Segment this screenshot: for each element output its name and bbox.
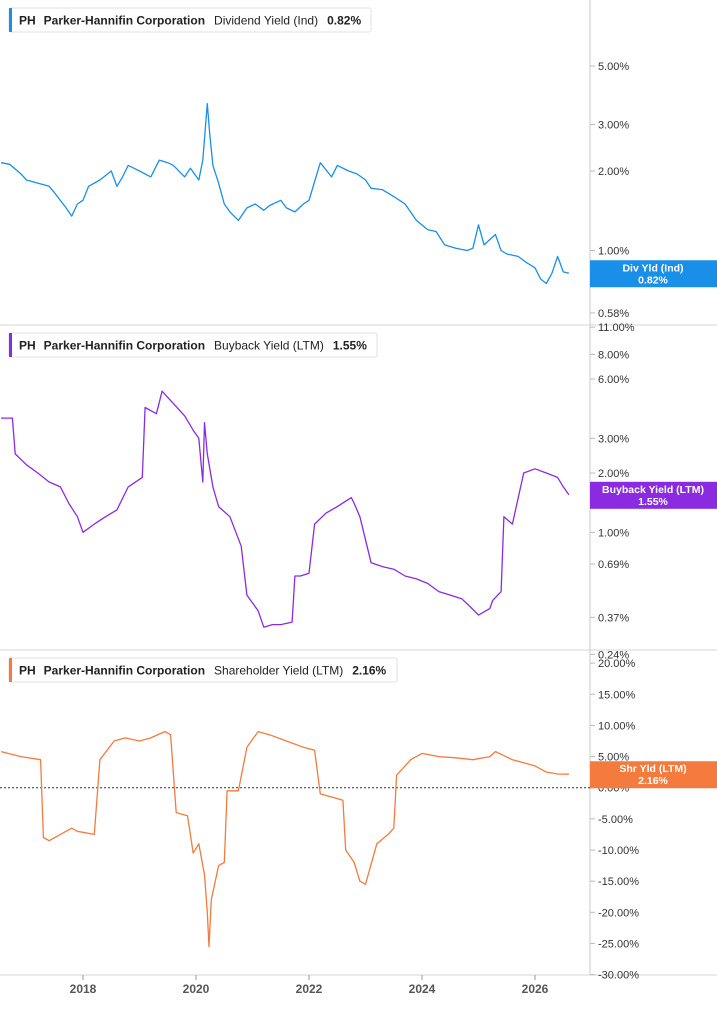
x-tick-label: 2022 xyxy=(296,982,323,996)
chart-panel-1: 5.00%3.00%2.00%1.00%0.58%0.80%Div Yld (I… xyxy=(0,7,717,320)
legend-metric: Shareholder Yield (LTM) xyxy=(214,664,343,678)
legend-color-swatch xyxy=(9,8,12,32)
y-tick-label: -25.00% xyxy=(598,938,639,950)
value-badge xyxy=(590,481,717,509)
value-badge-value: 2.16% xyxy=(638,775,668,787)
series-line xyxy=(0,102,570,285)
chart-panel-3: 20.00%15.00%10.00%5.00%0.00%-5.00%-10.00… xyxy=(0,657,717,982)
x-tick-label: 2020 xyxy=(183,982,210,996)
y-tick-label: 2.00% xyxy=(598,468,629,480)
y-tick-label: 3.00% xyxy=(598,433,629,445)
legend-color-swatch xyxy=(9,333,12,357)
y-tick-label: 6.00% xyxy=(598,374,629,386)
legend-text: PH Parker-Hannifin Corporation Dividend Yi… xyxy=(19,14,361,28)
value-badge-label: Shr Yld (LTM) xyxy=(619,763,686,775)
y-tick-label: -15.00% xyxy=(598,876,639,888)
x-tick-label: 2024 xyxy=(409,982,436,996)
legend-text: PH Parker-Hannifin Corporation Buyback Yie… xyxy=(19,339,367,353)
y-tick-label: -30.00% xyxy=(598,970,639,982)
x-tick-label: 2018 xyxy=(70,982,97,996)
y-tick-label: 15.00% xyxy=(598,689,636,701)
value-badge-label: Div Yld (Ind) xyxy=(622,262,683,274)
legend-company: Parker-Hannifin Corporation xyxy=(44,14,205,28)
y-tick-label: 5.00% xyxy=(598,752,629,764)
series-line xyxy=(0,730,569,948)
legend-company: Parker-Hannifin Corporation xyxy=(44,339,205,353)
y-tick-label: 0.58% xyxy=(598,308,629,320)
legend-text: PH Parker-Hannifin Corporation Shareholder… xyxy=(19,664,387,678)
y-tick-label: 5.00% xyxy=(598,61,629,73)
value-badge-label: Buyback Yield (LTM) xyxy=(602,484,704,496)
y-tick-label: 10.00% xyxy=(598,720,636,732)
value-badge-value: 1.55% xyxy=(638,496,668,508)
y-tick-label: -10.00% xyxy=(598,845,639,857)
y-tick-label: 0.69% xyxy=(598,559,629,571)
y-tick-label: 1.00% xyxy=(598,527,629,539)
legend-value: 2.16% xyxy=(352,664,386,678)
y-tick-label: 2.00% xyxy=(598,166,629,178)
legend-color-swatch xyxy=(9,658,12,682)
legend-value: 0.82% xyxy=(327,14,361,28)
value-badge-value: 0.82% xyxy=(638,274,668,286)
x-tick-label: 2026 xyxy=(522,982,549,996)
chart-panel-2: 11.00% 8.00% 6.00% 3.00% 2.00% 1.00% 0.69% 0.37… xyxy=(1,322,717,661)
legend-ticker: PH xyxy=(19,664,36,678)
y-tick-label: 3.00% xyxy=(598,120,629,132)
y-tick-label: 1.00% xyxy=(598,246,629,258)
value-badge xyxy=(590,761,717,789)
legend-metric: Dividend Yield (Ind) xyxy=(214,14,318,28)
legend-company: Parker-Hannifin Corporation xyxy=(44,664,205,678)
y-tick-label: 8.00% xyxy=(598,349,629,361)
series-line xyxy=(1,390,570,628)
legend-ticker: PH xyxy=(19,339,36,353)
y-tick-label: 20.00% xyxy=(598,658,636,670)
y-tick-label: 0.37% xyxy=(598,612,629,624)
y-tick-label: 0.24% xyxy=(598,649,629,661)
legend-metric: Buyback Yield (LTM) xyxy=(214,339,324,353)
y-tick-label: 11.00% xyxy=(598,322,635,334)
y-tick-label: -20.00% xyxy=(598,907,639,919)
y-tick-label: -5.00% xyxy=(598,814,633,826)
legend-ticker: PH xyxy=(19,14,36,28)
legend-value: 1.55% xyxy=(333,339,367,353)
value-badge xyxy=(590,260,717,288)
